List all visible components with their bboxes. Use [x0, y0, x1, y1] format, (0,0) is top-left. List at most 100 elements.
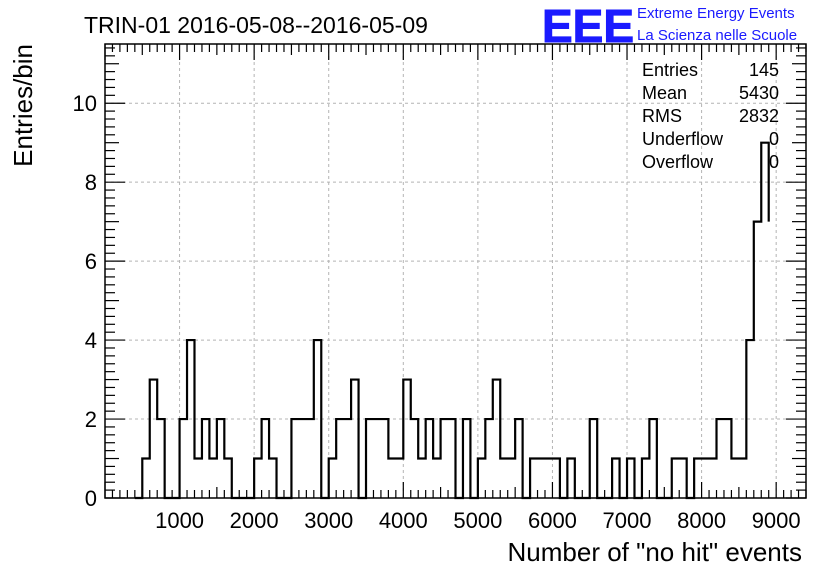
- histogram-bin: [396, 459, 403, 498]
- histogram-bin: [373, 419, 380, 498]
- histogram-bin: [314, 340, 321, 498]
- histogram-bin: [194, 459, 201, 498]
- logo-line-1: Extreme Energy Events: [637, 5, 795, 22]
- axes: [104, 43, 807, 499]
- histogram-bin: [209, 459, 216, 498]
- eee-logo: EEE Extreme Energy Events La Scienza nel…: [542, 0, 798, 53]
- y-tick-label: 0: [85, 486, 97, 511]
- histogram-bin: [351, 380, 358, 498]
- histogram-bin: [515, 419, 522, 498]
- histogram-bin: [702, 459, 709, 498]
- histogram-bin: [187, 340, 194, 498]
- histogram-bin: [478, 459, 485, 498]
- stats-value-entries: 145: [749, 60, 779, 80]
- histogram-bin: [538, 459, 545, 498]
- histogram-bin: [485, 419, 492, 498]
- histogram-bin: [567, 459, 574, 498]
- histogram-bin: [306, 419, 313, 498]
- tick-labels: 1000 2000 3000 4000 5000 6000 7000 8000 90000246…: [73, 91, 801, 533]
- stats-label-entries: Entries: [642, 60, 698, 80]
- histogram-bin: [717, 419, 724, 498]
- histogram-bin: [612, 459, 619, 498]
- histogram-bin: [694, 459, 701, 498]
- histogram-bin: [731, 459, 738, 498]
- histogram-bin: [448, 419, 455, 498]
- histogram-bin: [649, 419, 656, 498]
- histogram-bin: [388, 459, 395, 498]
- histogram-bin: [500, 459, 507, 498]
- x-tick-label: 6000: [528, 508, 577, 533]
- histogram-bin: [642, 459, 649, 498]
- stats-label-mean: Mean: [642, 83, 687, 103]
- histogram-bin: [142, 459, 149, 498]
- histogram-bin: [441, 419, 448, 498]
- histogram-bin: [262, 419, 269, 498]
- stats-box: Entries 145 Mean 5430 RMS 2832 Underflow…: [642, 60, 779, 172]
- histogram-bin: [672, 459, 679, 498]
- logo-eee: EEE: [542, 0, 634, 52]
- x-axis-label: Number of "no hit" events: [508, 537, 803, 567]
- histogram-bin: [411, 419, 418, 498]
- x-tick-label: 1000: [155, 508, 204, 533]
- histogram-bin: [381, 419, 388, 498]
- histogram-bin: [508, 459, 515, 498]
- histogram-bin: [590, 419, 597, 498]
- histogram-series: [134, 141, 770, 500]
- histogram-bin: [344, 419, 351, 498]
- histogram-bin: [493, 380, 500, 498]
- y-tick-label: 8: [85, 170, 97, 195]
- histogram-bin: [627, 459, 634, 498]
- stats-value-underflow: 0: [769, 129, 779, 149]
- histogram-bin: [217, 419, 224, 498]
- histogram-bin: [180, 419, 187, 498]
- x-tick-label: 2000: [230, 508, 279, 533]
- y-tick-label: 10: [73, 91, 97, 116]
- histogram-bin: [254, 459, 261, 498]
- histogram-bin: [299, 419, 306, 498]
- histogram-outline: [134, 141, 770, 500]
- histogram-bin: [336, 419, 343, 498]
- x-tick-label: 4000: [379, 508, 428, 533]
- stats-value-mean: 5430: [739, 83, 779, 103]
- histogram-bin: [754, 222, 761, 498]
- y-tick-label: 6: [85, 249, 97, 274]
- stats-value-overflow: 0: [769, 152, 779, 172]
- histogram-bin: [530, 459, 537, 498]
- histogram-bin: [418, 459, 425, 498]
- x-tick-label: 5000: [453, 508, 502, 533]
- x-tick-label: 7000: [603, 508, 652, 533]
- stats-label-rms: RMS: [642, 106, 682, 126]
- histogram-bin: [202, 419, 209, 498]
- y-tick-label: 4: [85, 328, 97, 353]
- histogram-bin: [291, 419, 298, 498]
- y-tick-label: 2: [85, 407, 97, 432]
- x-tick-label: 8000: [677, 508, 726, 533]
- logo-line-2: La Scienza nelle Scuole: [637, 27, 797, 44]
- histogram-bin: [403, 380, 410, 498]
- histogram-bin: [463, 419, 470, 498]
- histogram-bin: [746, 340, 753, 498]
- histogram-bin: [709, 459, 716, 498]
- histogram-bin: [157, 419, 164, 498]
- histogram-bin: [679, 459, 686, 498]
- histogram-bin: [724, 419, 731, 498]
- histogram-bin: [150, 380, 157, 498]
- histogram-bin: [739, 459, 746, 498]
- stats-value-rms: 2832: [739, 106, 779, 126]
- histogram-bin: [224, 459, 231, 498]
- histogram-bin: [329, 459, 336, 498]
- histogram-bin: [269, 459, 276, 498]
- histogram-bin: [552, 459, 559, 498]
- x-tick-label: 3000: [304, 508, 353, 533]
- histogram-bin: [433, 459, 440, 498]
- x-tick-label: 9000: [752, 508, 801, 533]
- histogram-bin: [426, 419, 433, 498]
- histogram-bin: [545, 459, 552, 498]
- y-axis-label: Entries/bin: [8, 44, 38, 167]
- chart-title: TRIN-01 2016-05-08--2016-05-09: [84, 12, 428, 38]
- stats-label-underflow: Underflow: [642, 129, 724, 149]
- histogram-bin: [366, 419, 373, 498]
- histogram-bin: [761, 143, 768, 498]
- stats-label-overflow: Overflow: [642, 152, 714, 172]
